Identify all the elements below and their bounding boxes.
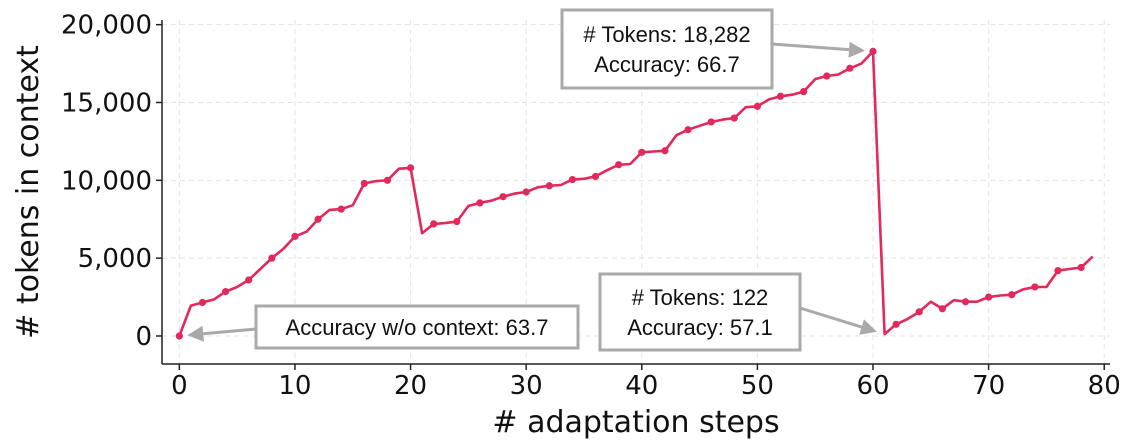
annotation-arrow <box>203 327 257 336</box>
data-point <box>800 88 808 96</box>
annotation-frame <box>598 272 802 352</box>
annotation-arrow <box>799 306 863 329</box>
data-point <box>175 332 183 340</box>
annotation-arrowhead <box>848 41 865 58</box>
data-point <box>430 220 438 228</box>
annotation-arrowhead <box>859 319 877 335</box>
data-point <box>360 179 368 188</box>
data-point <box>1031 283 1039 291</box>
data-point <box>499 193 507 201</box>
data-point <box>383 176 392 184</box>
data-point <box>730 114 738 122</box>
y-tick-label: 10,000 <box>61 166 152 196</box>
data-point <box>1054 267 1062 275</box>
data-point <box>476 199 484 207</box>
x-axis-label: # adaptation steps <box>492 405 779 440</box>
x-tick-label: 50 <box>741 371 774 401</box>
data-point <box>638 148 646 156</box>
data-point <box>545 182 553 190</box>
data-point <box>823 72 831 80</box>
x-tick-label: 40 <box>625 371 658 401</box>
x-tick-label: 0 <box>171 371 188 401</box>
y-tick-label: 20,000 <box>61 11 152 41</box>
annotation-text: Accuracy: 66.7 <box>594 52 740 77</box>
data-point <box>291 232 299 240</box>
data-point <box>915 308 923 316</box>
data-point <box>1077 263 1085 272</box>
x-tick-label: 80 <box>1088 371 1121 401</box>
data-point <box>707 118 715 126</box>
x-tick-label: 10 <box>278 371 311 401</box>
y-tick-label: 0 <box>135 322 152 352</box>
x-tick-label: 30 <box>510 371 543 401</box>
x-tick-label: 60 <box>856 371 889 401</box>
y-tick-label: 5,000 <box>78 244 152 274</box>
data-point <box>985 293 993 301</box>
data-point <box>776 92 785 100</box>
annotation-box: # Tokens: 18,282 Accuracy: 66.7 <box>560 8 865 90</box>
annotation-text: # Tokens: 122 <box>632 285 769 310</box>
axes <box>156 20 1110 370</box>
annotation-box: Accuracy w/o context: 63.7 <box>187 304 580 350</box>
tick-labels: 0 10 20 30 40 50 60 70 80 0 5,000 10,000 15,000 20,00… <box>61 11 1121 401</box>
annotation-text: Accuracy: 57.1 <box>627 315 773 340</box>
data-point <box>522 188 530 196</box>
data-point <box>591 172 600 181</box>
data-point <box>892 320 900 328</box>
x-tick-label: 70 <box>972 371 1005 401</box>
data-point <box>406 164 415 172</box>
data-point <box>753 102 761 110</box>
y-axis-label: # tokens in context <box>11 45 46 339</box>
annotation-frame <box>254 304 580 350</box>
annotation-text: Accuracy w/o context: 63.7 <box>286 315 549 340</box>
data-point <box>453 217 461 226</box>
data-point <box>938 305 946 313</box>
annotation-arrowhead <box>187 325 204 342</box>
data-point <box>1008 291 1016 299</box>
data-point <box>869 47 877 56</box>
y-tick-label: 15,000 <box>61 88 152 118</box>
data-point <box>245 276 253 284</box>
data-point <box>846 64 854 72</box>
data-point <box>198 298 207 307</box>
x-tick-label: 20 <box>394 371 427 401</box>
annotation-frame <box>560 8 774 90</box>
data-point <box>568 175 577 184</box>
data-point <box>684 126 692 134</box>
data-point <box>221 288 230 296</box>
series-layer <box>175 47 1094 340</box>
annotation-box: # Tokens: 122 Accuracy: 57.1 <box>598 272 877 352</box>
data-point <box>661 147 669 155</box>
annotation-arrow <box>771 42 850 52</box>
data-point <box>615 161 623 169</box>
annotation-text: # Tokens: 18,282 <box>583 22 750 47</box>
data-point <box>314 215 322 223</box>
data-point <box>337 205 345 213</box>
data-point <box>961 298 970 306</box>
data-point <box>268 254 276 262</box>
